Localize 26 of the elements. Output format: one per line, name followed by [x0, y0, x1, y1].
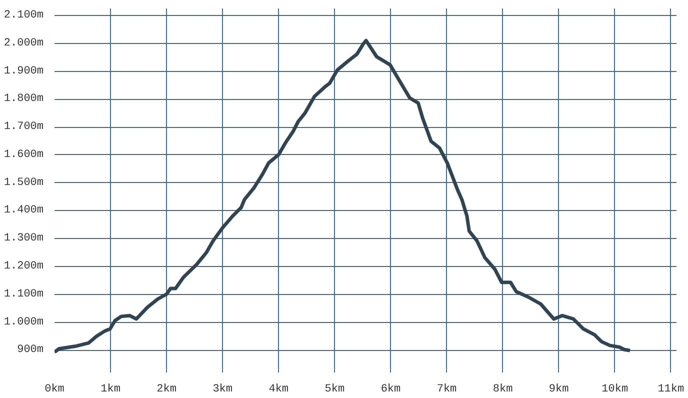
- line-series: [54, 38, 632, 354]
- y-tick-label: 1.600m: [4, 148, 44, 161]
- x-tick-label: 7km: [436, 384, 458, 396]
- y-tick-label: 1.200m: [4, 260, 44, 273]
- y-tick-label: 1.500m: [4, 176, 44, 189]
- y-tick-label: 1.400m: [4, 204, 44, 217]
- x-tick-label: 10km: [602, 384, 628, 396]
- x-tick-label: 1km: [100, 384, 121, 396]
- y-tick-label: 2.000m: [4, 37, 44, 50]
- x-tick-label: 4km: [268, 384, 289, 396]
- y-tick-label: 1.300m: [4, 232, 44, 245]
- x-tick-label: 8km: [492, 384, 514, 396]
- x-tick-label: 5km: [324, 384, 345, 396]
- y-tick-label: 1.700m: [4, 121, 44, 134]
- x-tick-label: 6km: [380, 384, 402, 396]
- x-tick-label: 9km: [548, 384, 570, 396]
- y-tick-label: 1.900m: [4, 65, 44, 78]
- x-tick-label: 11km: [658, 384, 684, 396]
- y-tick-label: 1.800m: [4, 93, 44, 106]
- y-tick-label: 900m: [17, 344, 44, 356]
- y-tick-label: 2.100m: [4, 9, 44, 22]
- x-tick-label: 0km: [44, 384, 65, 396]
- y-tick-label: 1.000m: [4, 316, 44, 328]
- x-tick-label: 3km: [212, 384, 233, 396]
- y-tick-label: 1.100m: [4, 288, 44, 300]
- x-tick-label: 2km: [156, 384, 177, 396]
